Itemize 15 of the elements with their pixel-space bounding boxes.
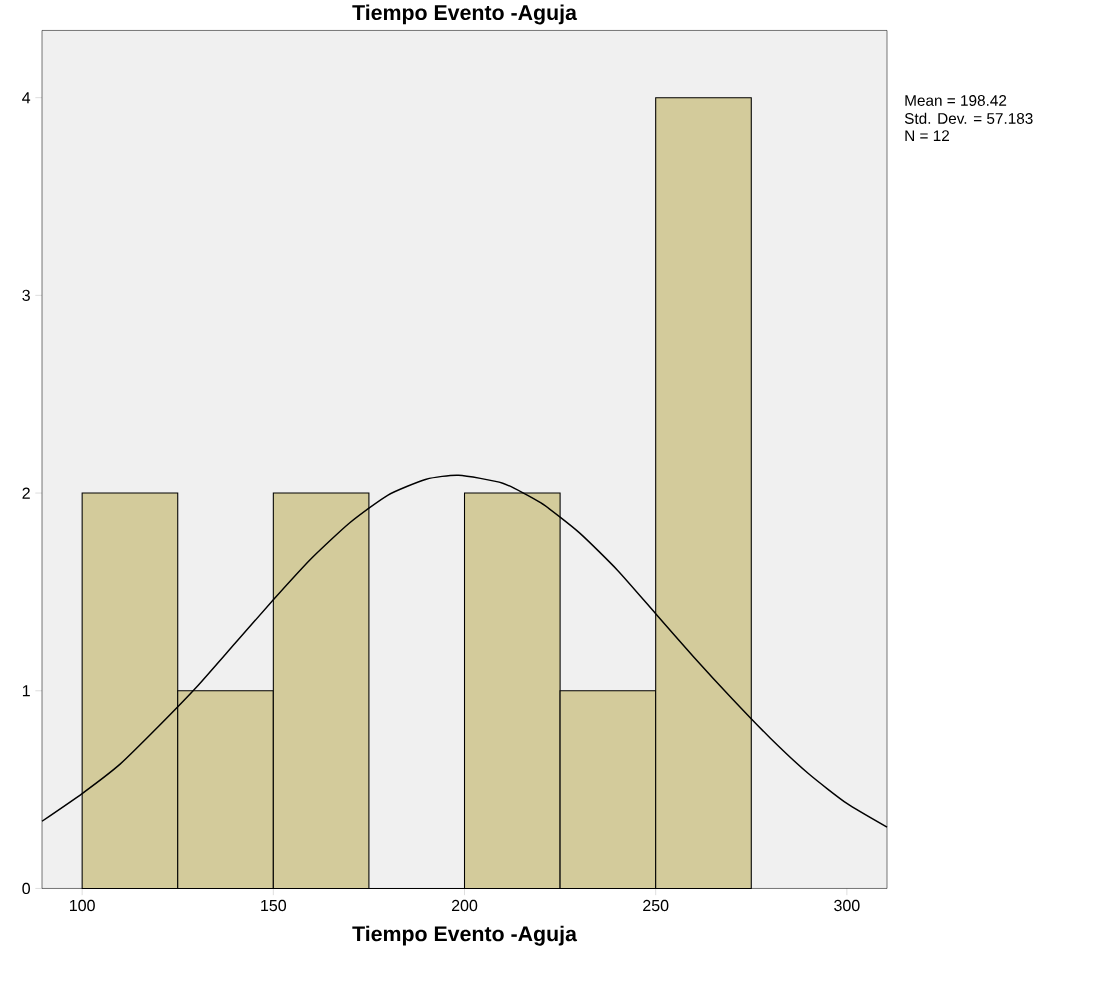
chart-title: Tiempo Evento -Aguja (352, 4, 578, 25)
text: Mean = 198.42 (905, 94, 1007, 106)
x-tick-label: 150 (261, 899, 287, 911)
x-tick-label: 200 (451, 899, 478, 911)
x-tick-label: 250 (643, 899, 669, 911)
y-tick-label: 1 (22, 685, 30, 697)
x-tick-label: 100 (70, 899, 95, 911)
y-tick-label: 2 (22, 487, 30, 499)
y-tick-label: 0 (22, 882, 30, 894)
text: Std. Dev. = 57.183 (904, 112, 1033, 124)
x-axis-title: Tiempo Evento -Aguja (352, 925, 578, 946)
x-tick-label: 300 (834, 899, 860, 911)
y-tick-label: 4 (22, 91, 31, 103)
y-tick-label: 3 (22, 289, 30, 301)
text: N = 12 (905, 130, 949, 141)
